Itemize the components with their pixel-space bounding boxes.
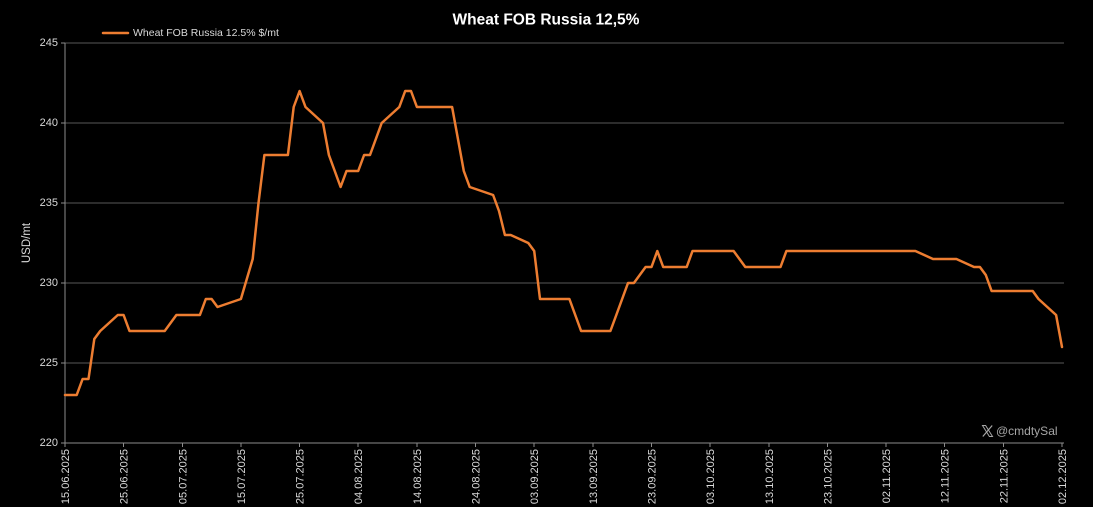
y-tick-label: 240 <box>40 117 58 129</box>
x-tick-label: 05.07.2025 <box>177 449 189 504</box>
watermark-handle: @cmdtySal <box>996 424 1058 438</box>
y-tick-label: 230 <box>40 277 58 289</box>
y-tick-label: 235 <box>40 197 58 209</box>
x-tick-label: 15.07.2025 <box>236 449 248 504</box>
x-tick-label: 02.11.2025 <box>881 449 893 503</box>
legend: Wheat FOB Russia 12.5% $/mt <box>101 27 279 39</box>
x-tick-label: 12.11.2025 <box>940 449 952 503</box>
y-tick-label: 225 <box>40 357 58 369</box>
x-tick-label: 15.06.2025 <box>60 449 72 504</box>
x-tick-label: 13.09.2025 <box>588 449 600 504</box>
x-tick-label: 22.11.2025 <box>998 449 1010 503</box>
x-tick-label: 03.09.2025 <box>529 449 541 504</box>
x-tick-label: 13.10.2025 <box>764 449 776 504</box>
chart-title: Wheat FOB Russia 12,5% <box>453 12 640 29</box>
x-tick-label: 23.10.2025 <box>822 449 834 504</box>
x-logo-icon <box>981 425 994 437</box>
axes <box>61 42 1064 447</box>
x-tick-label: 25.06.2025 <box>119 449 131 504</box>
series-line-wheat-fob-russia <box>63 89 1064 397</box>
x-tick-labels: 15.06.2025 25.06.2025 05.07.2025 15.07.2025… <box>60 449 1069 504</box>
x-tick-label: 14.08.2025 <box>412 449 424 504</box>
y-axis-label: USD/mt <box>21 222 33 263</box>
gridlines <box>65 42 1064 364</box>
x-tick-label: 25.07.2025 <box>295 449 307 504</box>
x-tick-label: 02.12.2025 <box>1057 449 1069 504</box>
x-tick-label: 03.10.2025 <box>705 449 717 504</box>
legend-label: Wheat FOB Russia 12.5% $/mt <box>133 27 279 39</box>
y-tick-labels: 220 225 230 235 240 245 <box>40 37 58 449</box>
x-tick-label: 23.09.2025 <box>647 449 659 504</box>
x-tick-label: 04.08.2025 <box>353 449 365 504</box>
x-tick-label: 24.08.2025 <box>471 449 483 504</box>
y-tick-label: 245 <box>40 37 58 49</box>
y-tick-label: 220 <box>40 437 58 449</box>
watermark: @cmdtySal <box>981 424 1058 438</box>
